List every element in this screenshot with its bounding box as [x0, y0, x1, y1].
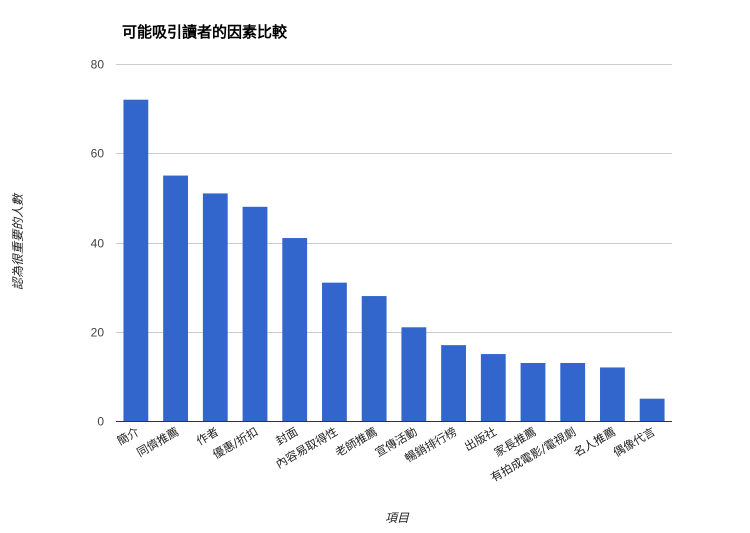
- bar: [639, 398, 665, 421]
- bar: [123, 99, 149, 421]
- bar: [282, 238, 308, 421]
- bar: [600, 367, 625, 421]
- bar: [361, 296, 387, 421]
- bar: [401, 327, 427, 421]
- x-tick-label: 優惠/折扣: [210, 424, 260, 461]
- y-axis-ticks: 0 20 40 60 80: [91, 58, 105, 429]
- y-tick-label: 80: [91, 58, 105, 72]
- x-tick-label: 老師推薦: [333, 424, 380, 459]
- y-tick-label: 60: [91, 147, 105, 161]
- y-axis-label: 認為很重要的人數: [11, 192, 25, 290]
- x-tick-label: 同儕推薦: [134, 424, 181, 459]
- y-tick-label: 40: [91, 237, 105, 251]
- bar: [560, 362, 586, 421]
- bar: [520, 362, 546, 421]
- gridlines: [116, 64, 672, 422]
- y-tick-label: 20: [91, 326, 105, 340]
- bars: [123, 99, 665, 421]
- bar: [163, 175, 188, 421]
- x-tick-label: 偶像代言: [611, 424, 658, 459]
- x-tick-label: 名人推薦: [571, 424, 618, 459]
- bar: [242, 206, 268, 421]
- y-tick-label: 0: [97, 415, 104, 429]
- bar: [441, 345, 466, 421]
- chart-title: 可能吸引讀者的因素比較: [122, 23, 288, 41]
- bar: [322, 282, 347, 421]
- x-axis-label: 項目: [385, 511, 410, 525]
- bar: [480, 354, 506, 421]
- bar: [202, 193, 228, 421]
